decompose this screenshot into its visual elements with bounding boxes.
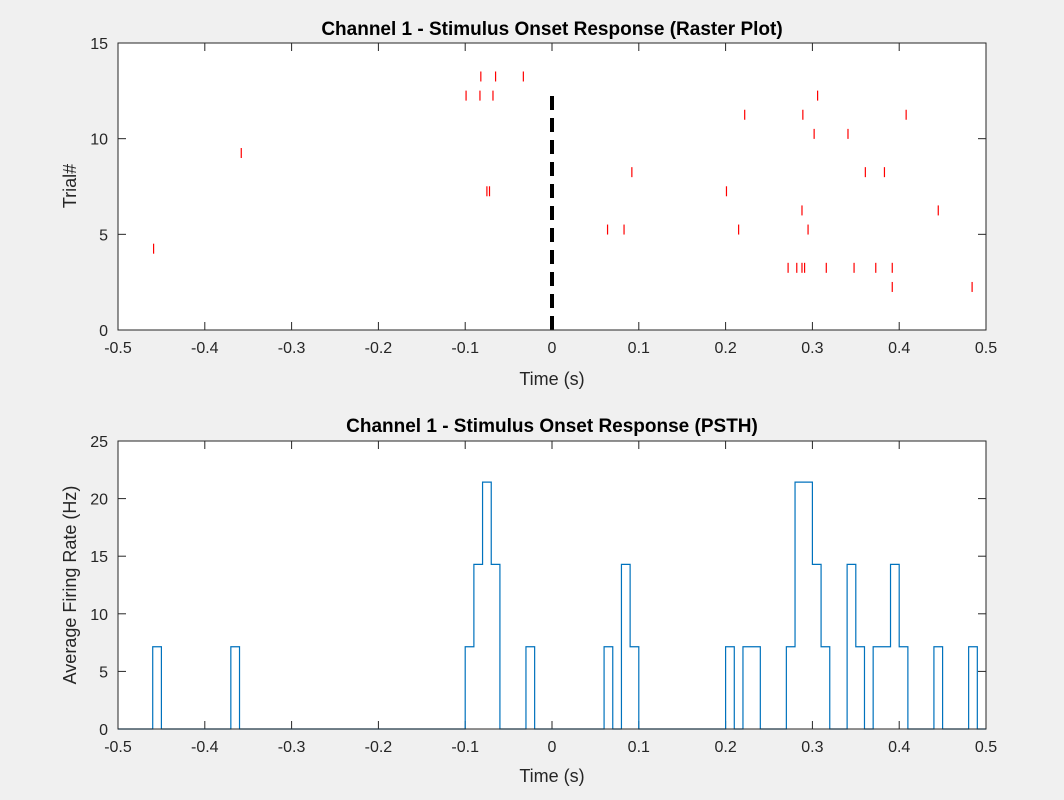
x-tick-label: 0.1 (628, 340, 650, 357)
x-tick-label: -0.4 (191, 739, 219, 756)
x-tick-label: -0.1 (451, 739, 479, 756)
y-tick-label: 25 (90, 434, 108, 451)
x-tick-label: 0.4 (888, 340, 910, 357)
x-tick-label: 0.1 (628, 739, 650, 756)
x-tick-label: -0.5 (104, 739, 132, 756)
raster-axes: Channel 1 - Stimulus Onset Response (Ras… (60, 19, 997, 389)
raster-ylabel: Trial# (60, 164, 80, 208)
x-tick-label: 0.3 (801, 340, 823, 357)
y-tick-label: 5 (99, 664, 108, 681)
x-tick-label: -0.3 (278, 739, 306, 756)
raster-axes-box (117, 42, 987, 331)
x-tick-label: 0.2 (714, 340, 736, 357)
psth-ticks: -0.5 -0.4 -0.3 -0.2 -0.1 0 0.1 0.2 0.3 0.4 0.5 0 5 10… (90, 434, 997, 756)
x-tick-label: 0.3 (801, 739, 823, 756)
x-tick-label: 0 (548, 340, 557, 357)
y-tick-label: 20 (90, 492, 108, 509)
x-tick-label: -0.1 (451, 340, 479, 357)
y-tick-label: 0 (99, 722, 108, 739)
raster-title: Channel 1 - Stimulus Onset Response (Ras… (321, 19, 782, 40)
raster-xlabel: Time (s) (519, 369, 584, 389)
x-tick-label: -0.3 (278, 340, 306, 357)
psth-axes-box (117, 440, 987, 730)
x-tick-label: -0.2 (365, 739, 393, 756)
y-tick-label: 10 (90, 132, 108, 149)
psth-plot-area (118, 441, 986, 729)
y-tick-label: 15 (90, 549, 108, 566)
x-tick-label: 0.4 (888, 739, 910, 756)
y-tick-label: 0 (99, 323, 108, 340)
y-tick-label: 10 (90, 607, 108, 624)
x-tick-label: 0.2 (714, 739, 736, 756)
psth-axes: Channel 1 - Stimulus Onset Response (PST… (60, 416, 997, 786)
x-tick-label: -0.2 (365, 340, 393, 357)
psth-xlabel: Time (s) (519, 766, 584, 786)
x-tick-label: 0.5 (975, 340, 997, 357)
psth-title: Channel 1 - Stimulus Onset Response (PST… (346, 416, 758, 437)
raster-marks (152, 71, 973, 330)
psth-ylabel: Average Firing Rate (Hz) (60, 486, 80, 685)
y-tick-label: 15 (90, 36, 108, 53)
x-tick-label: 0 (548, 739, 557, 756)
y-tick-label: 5 (99, 227, 108, 244)
x-tick-label: -0.5 (104, 340, 132, 357)
x-tick-label: -0.4 (191, 340, 219, 357)
x-tick-label: 0.5 (975, 739, 997, 756)
raster-ticks: -0.5 -0.4 -0.3 -0.2 -0.1 0 0.1 0.2 0.3 0.4 0.5 0 5 10… (90, 36, 997, 357)
